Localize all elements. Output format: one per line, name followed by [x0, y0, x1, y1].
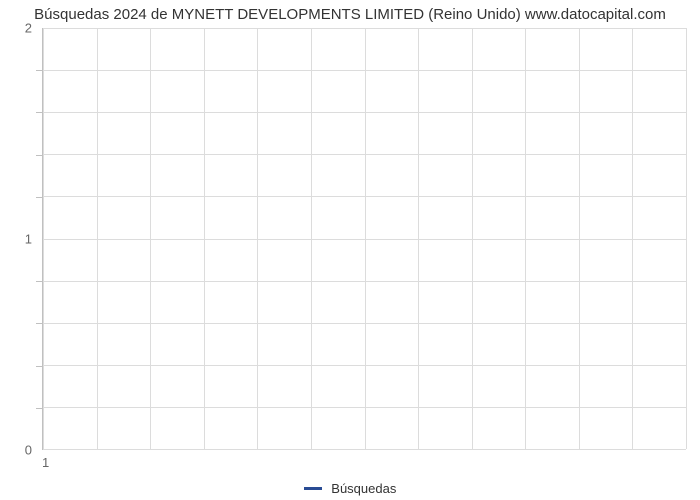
gridline-vertical	[418, 28, 419, 449]
chart-legend: Búsquedas	[0, 480, 700, 496]
y-minor-tick	[36, 281, 42, 282]
gridline-vertical	[472, 28, 473, 449]
gridline-vertical	[204, 28, 205, 449]
gridline-vertical	[43, 28, 44, 449]
legend-label: Búsquedas	[331, 481, 396, 496]
y-minor-tick	[36, 366, 42, 367]
x-tick-label: 1	[42, 453, 49, 470]
gridline-vertical	[525, 28, 526, 449]
gridline-vertical	[686, 28, 687, 449]
plot-area	[42, 28, 686, 450]
gridline-horizontal	[43, 449, 686, 450]
gridline-vertical	[365, 28, 366, 449]
legend-swatch	[304, 487, 322, 490]
chart-title: Búsquedas 2024 de MYNETT DEVELOPMENTS LI…	[0, 0, 700, 27]
y-tick-label: 2	[0, 21, 38, 36]
y-minor-tick	[36, 323, 42, 324]
gridline-vertical	[311, 28, 312, 449]
y-tick-label: 0	[0, 443, 38, 458]
gridline-vertical	[632, 28, 633, 449]
y-tick-label: 1	[0, 232, 38, 247]
y-minor-tick	[36, 155, 42, 156]
y-minor-tick	[36, 408, 42, 409]
gridline-vertical	[97, 28, 98, 449]
y-minor-tick	[36, 70, 42, 71]
gridline-vertical	[150, 28, 151, 449]
gridline-vertical	[257, 28, 258, 449]
y-minor-tick	[36, 197, 42, 198]
gridline-vertical	[579, 28, 580, 449]
y-minor-tick	[36, 112, 42, 113]
chart-area: 0121	[0, 28, 700, 470]
